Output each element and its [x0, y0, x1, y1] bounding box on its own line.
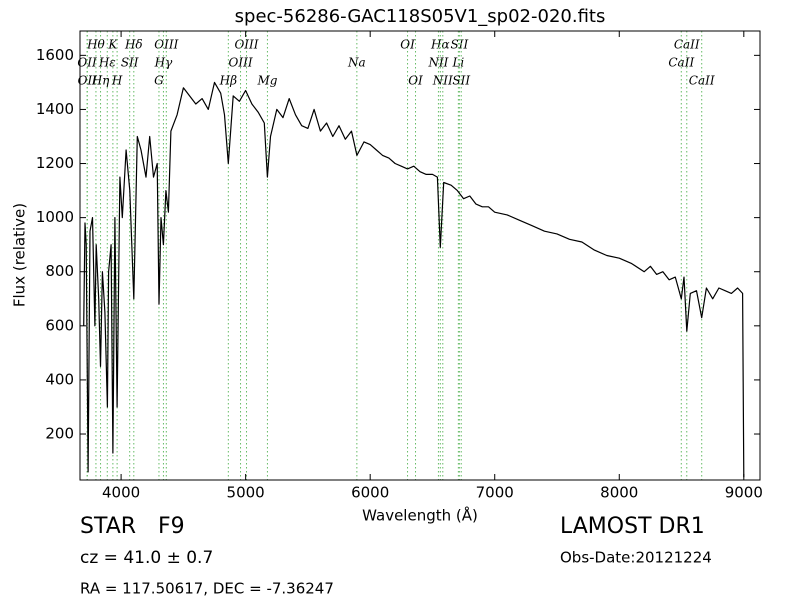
spectral-line-label: CaII: [668, 56, 694, 70]
spectral-line-label: OI: [400, 38, 415, 52]
spectral-line-label: Hβ: [219, 74, 237, 88]
spectral-line-label: SII: [121, 56, 139, 70]
x-tick-label: 8000: [600, 484, 638, 502]
spectral-line-label: CaII: [689, 74, 715, 88]
spectral-line-label: Hε: [98, 56, 116, 70]
x-tick-label: 9000: [725, 484, 763, 502]
y-tick-label: 1400: [36, 100, 74, 118]
spectral-line-label: CaII: [674, 38, 700, 52]
spectral-line-label: Na: [347, 56, 366, 70]
spectral-line-label: NII: [427, 56, 448, 70]
object-class: STAR: [80, 514, 136, 539]
y-tick-label: 1200: [36, 154, 74, 172]
spectral-line-label: Hδ: [124, 38, 143, 52]
spectral-line-label: OIII: [229, 56, 253, 70]
obs-date: Obs-Date:20121224: [560, 549, 712, 567]
spectral-line-label: Mg: [256, 74, 277, 88]
y-tick-label: 200: [45, 425, 74, 443]
x-tick-label: 6000: [351, 484, 389, 502]
x-tick-label: 4000: [102, 484, 140, 502]
spectral-line-label: NII: [432, 74, 453, 88]
spectral-line-label: H: [111, 74, 123, 88]
spectral-line-label: OI: [408, 74, 423, 88]
spectral-line-label: SII: [452, 74, 470, 88]
y-tick-label: 600: [45, 316, 74, 334]
coordinates: RA = 117.50617, DEC = -7.36247: [80, 580, 334, 598]
y-tick-label: 800: [45, 262, 74, 280]
plot-frame: [79, 30, 761, 481]
x-tick-label: 7000: [476, 484, 514, 502]
survey: LAMOST DR1: [560, 514, 705, 539]
y-axis-label: Flux (relative): [11, 203, 29, 307]
y-tick-label: 1000: [36, 208, 74, 226]
spectral-line-label: OIII: [154, 38, 178, 52]
spectral-line-label: Hα: [430, 38, 450, 52]
y-tick-label: 1600: [36, 46, 74, 64]
spectral-line-label: G: [154, 74, 164, 88]
spectral-line-label: OIII: [234, 38, 258, 52]
spectral-line-label: Hη: [91, 74, 110, 88]
chart-title: spec-56286-GAC118S05V1_sp02-020.fits: [235, 6, 606, 27]
spectral-line-label: OII: [77, 56, 97, 70]
spectral-line-label: Hγ: [154, 56, 173, 70]
spectral-line-label: Li: [451, 56, 464, 70]
spectrum-line: [83, 81, 745, 478]
x-tick-label: 5000: [227, 484, 265, 502]
y-tick-label: 400: [45, 370, 74, 388]
spectral-line-label: OII: [78, 74, 98, 88]
redshift: cz = 41.0 ± 0.7: [80, 548, 213, 568]
x-axis-label: Wavelength (Å): [362, 506, 478, 525]
spectral-line-label: K: [107, 38, 118, 52]
spectral-line-label: Hθ: [86, 38, 105, 52]
subclass: F9: [158, 514, 185, 539]
spectral-line-label: SII: [451, 38, 469, 52]
